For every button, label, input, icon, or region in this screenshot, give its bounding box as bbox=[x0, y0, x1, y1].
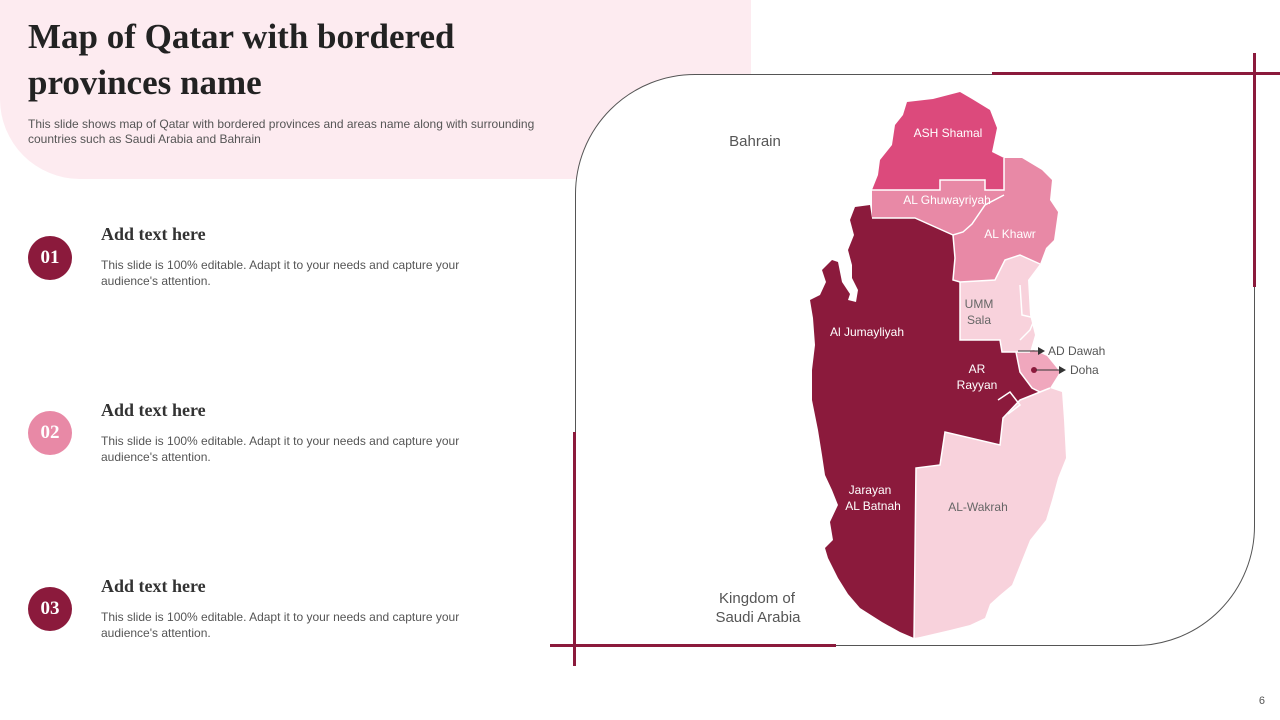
label-umm-sala-line2: Sala bbox=[967, 313, 991, 327]
ad-dawah-arrow bbox=[1018, 347, 1045, 355]
label-bahrain: Bahrain bbox=[729, 133, 781, 150]
region-al-wakrah bbox=[914, 388, 1066, 638]
label-ar-rayyan-line1: AR bbox=[969, 362, 986, 376]
accent-line-right bbox=[1253, 53, 1256, 287]
label-jarayan-line2: AL Batnah bbox=[845, 499, 901, 513]
accent-line-left bbox=[573, 432, 576, 666]
item-heading-3: Add text here bbox=[101, 576, 206, 596]
label-umm-sala-line1: UMM bbox=[965, 297, 994, 311]
region-west bbox=[810, 205, 1040, 638]
label-jarayan-line1: Jarayan bbox=[849, 483, 892, 497]
number-badge-3: 03 bbox=[28, 587, 72, 631]
label-ad-dawah: AD Dawah bbox=[1048, 344, 1105, 358]
page-title: Map of Qatar with bordered provinces nam… bbox=[28, 17, 455, 102]
region-ash-shamal bbox=[872, 92, 1004, 190]
region-al-ghuwayriyah bbox=[872, 180, 1004, 235]
label-doha: Doha bbox=[1070, 363, 1099, 377]
list-item-1: 01 Add text here This slide is 100% edit… bbox=[28, 224, 478, 304]
label-al-ghuwayriyah: AL Ghuwayriyah bbox=[903, 193, 991, 207]
label-ar-rayyan-line2: Rayyan bbox=[957, 378, 998, 392]
region-al-khawr bbox=[953, 158, 1058, 282]
label-al-khawr: AL Khawr bbox=[984, 227, 1036, 241]
province-borders bbox=[872, 158, 1051, 639]
page-number: 6 bbox=[1258, 695, 1265, 707]
region-umm-sala bbox=[960, 255, 1040, 352]
item-body-2: This slide is 100% editable. Adapt it to… bbox=[101, 434, 460, 464]
item-heading-2: Add text here bbox=[101, 400, 206, 420]
label-al-wakrah: AL-Wakrah bbox=[948, 500, 1008, 514]
list-item-2: 02 Add text here This slide is 100% edit… bbox=[28, 400, 478, 480]
number-badge-2: 02 bbox=[28, 411, 72, 455]
item-body-1: This slide is 100% editable. Adapt it to… bbox=[101, 258, 460, 288]
label-al-jumayliyah: Al Jumayliyah bbox=[830, 325, 904, 339]
label-saudi-line2: Saudi Arabia bbox=[715, 609, 801, 626]
item-body-3: This slide is 100% editable. Adapt it to… bbox=[101, 610, 460, 640]
region-doha bbox=[1016, 350, 1060, 392]
item-heading-1: Add text here bbox=[101, 224, 206, 244]
page-subtitle: This slide shows map of Qatar with borde… bbox=[28, 117, 535, 146]
doha-arrow bbox=[1031, 366, 1066, 374]
number-badge-1: 01 bbox=[28, 236, 72, 280]
label-saudi-line1: Kingdom of bbox=[719, 590, 796, 607]
accent-line-top bbox=[992, 72, 1280, 75]
label-ash-shamal: ASH Shamal bbox=[914, 126, 983, 140]
accent-line-bottom bbox=[550, 644, 836, 647]
list-item-3: 03 Add text here This slide is 100% edit… bbox=[28, 576, 478, 656]
